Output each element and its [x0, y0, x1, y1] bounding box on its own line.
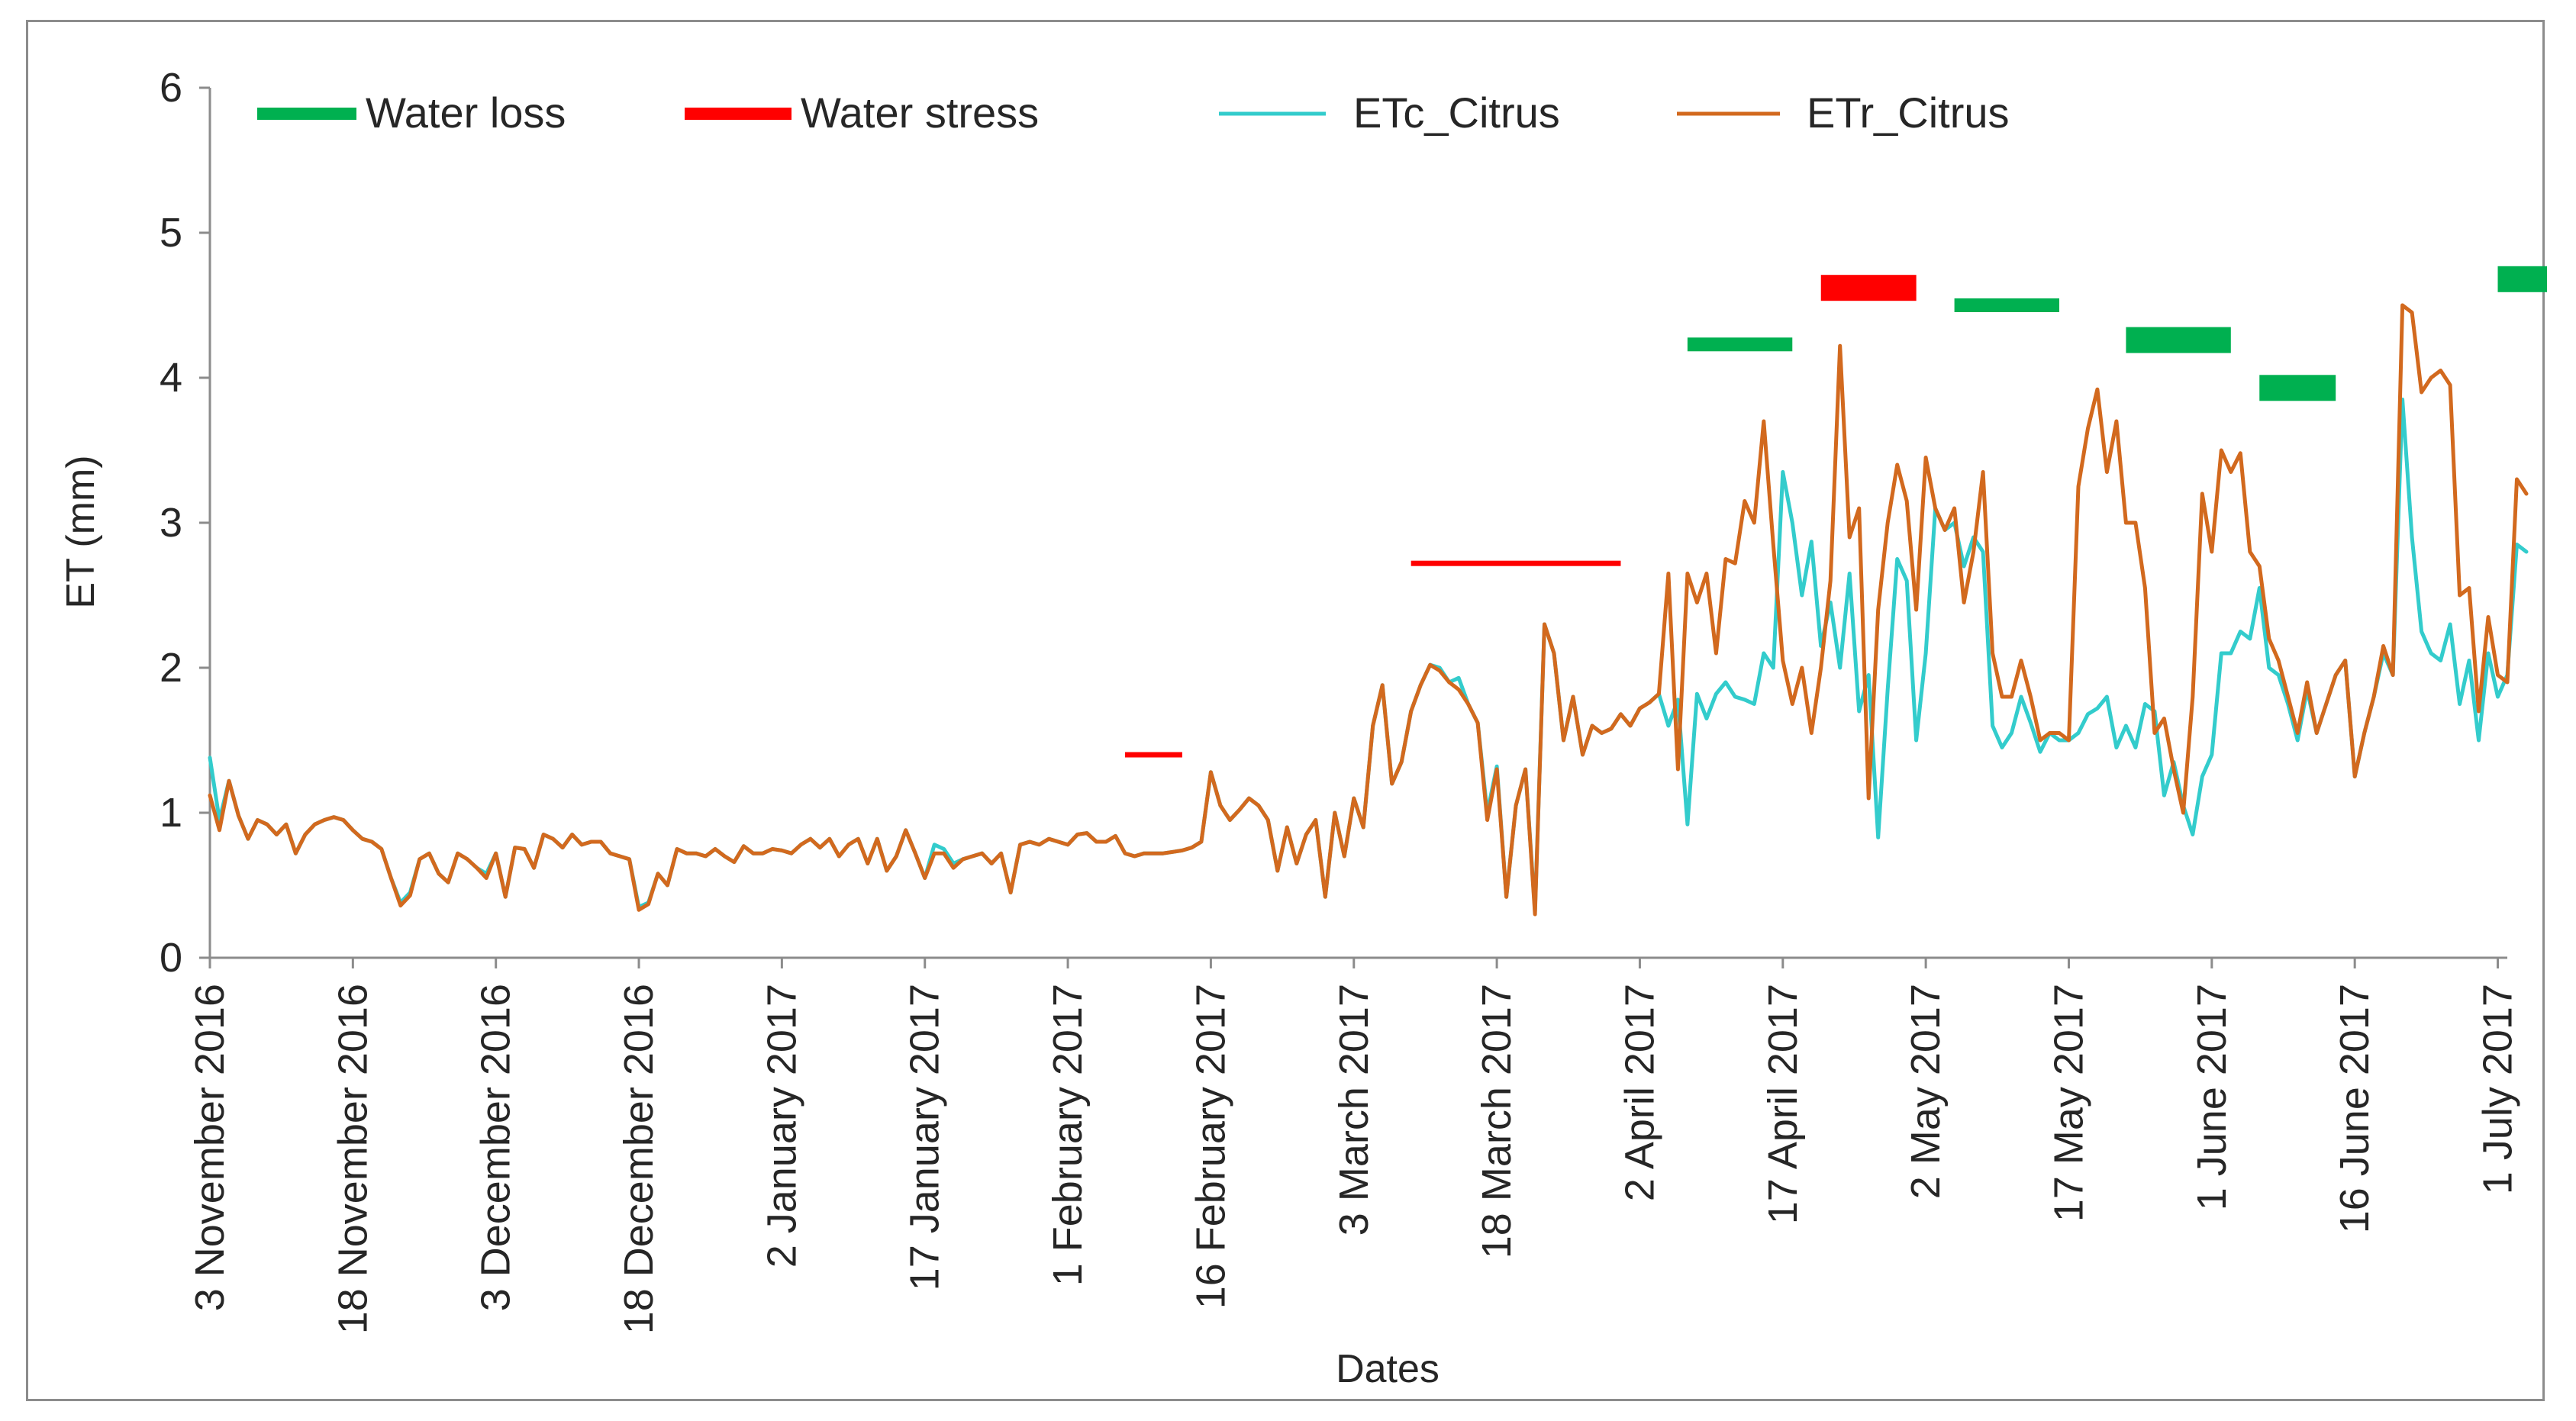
x-tick-label: 3 December 2016 [473, 984, 519, 1311]
legend-swatch [257, 108, 356, 120]
water-stress-bar [1411, 560, 1621, 566]
legend-label: ETr_Citrus [1807, 89, 2010, 137]
legend-label: ETc_Citrus [1353, 89, 1560, 137]
x-tick-label: 16 February 2017 [1188, 984, 1233, 1309]
x-tick-label: 1 February 2017 [1045, 984, 1091, 1286]
legend-item-water-loss: Water loss [257, 89, 566, 137]
x-tick-label: 2 May 2017 [1903, 984, 1949, 1199]
x-tick-labels: 3 November 2016 18 November 2016 3 Decembe… [187, 958, 2521, 1334]
series-line-etc-citrus [208, 398, 2529, 914]
water-loss-bar [2497, 266, 2547, 292]
y-tick-label: 6 [160, 65, 182, 111]
water-loss-bar [2126, 327, 2231, 353]
x-tick-label: 17 January 2017 [902, 984, 948, 1290]
y-tick-label: 2 [160, 645, 182, 691]
x-tick-label: 2 April 2017 [1617, 984, 1662, 1201]
legend-item-water-stress: Water stress [685, 89, 1039, 137]
water-loss-bar [1687, 337, 1793, 352]
water-loss-bar [2259, 375, 2336, 401]
y-tick-label: 0 [160, 935, 182, 981]
water-stress-bar [1125, 752, 1182, 758]
legend-item-etr-citrus: ETr_Citrus [1677, 89, 2010, 137]
x-tick-label: 1 June 2017 [2189, 984, 2235, 1210]
x-tick-label: 18 March 2017 [1474, 984, 1520, 1258]
x-tick-label: 18 November 2016 [330, 984, 376, 1334]
x-tick-label: 2 January 2017 [759, 984, 804, 1268]
x-tick-label: 3 November 2016 [187, 984, 233, 1311]
y-tick-labels: 0 1 2 3 4 5 6 [160, 65, 210, 981]
series-line-etr-citrus [208, 303, 2529, 917]
y-tick-label: 1 [160, 790, 182, 836]
legend-item-etc-citrus: ETc_Citrus [1219, 89, 1560, 137]
x-axis-title: Dates [1336, 1347, 1440, 1391]
legend-label: Water stress [801, 89, 1039, 137]
x-tick-label: 1 July 2017 [2475, 984, 2521, 1194]
legend: Water loss Water stress ETc_Citrus ETr_Citr… [257, 89, 2010, 137]
annotation-bars [1125, 266, 2547, 758]
y-axis-title: ET (mm) [59, 455, 103, 608]
legend-label: Water loss [366, 89, 566, 137]
x-tick-label: 18 December 2016 [616, 984, 662, 1334]
y-tick-label: 3 [160, 500, 182, 546]
water-stress-bar [1820, 275, 1917, 301]
y-tick-label: 5 [160, 210, 182, 256]
water-loss-bar [1954, 298, 2059, 312]
x-tick-label: 17 April 2017 [1760, 984, 1806, 1224]
x-tick-label: 16 June 2017 [2332, 984, 2378, 1233]
x-tick-label: 17 May 2017 [2046, 984, 2091, 1222]
series-layer [208, 303, 2529, 917]
legend-swatch [685, 108, 791, 120]
axes-layer [208, 88, 2507, 959]
x-tick-label: 3 March 2017 [1331, 984, 1377, 1236]
y-tick-label: 4 [160, 355, 182, 401]
